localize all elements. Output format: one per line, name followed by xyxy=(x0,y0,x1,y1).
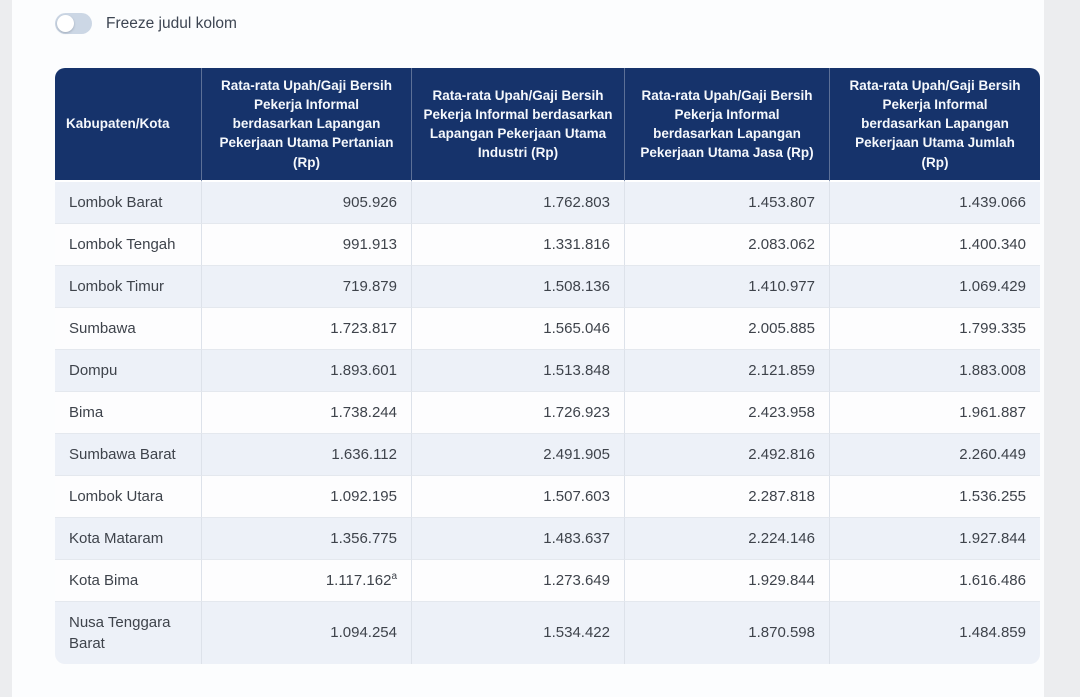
value-cell: 1.439.066 xyxy=(830,181,1040,224)
table-row: Lombok Timur 719.879 1.508.136 1.410.977 1.0… xyxy=(55,265,1040,308)
region-cell: Nusa Tenggara Barat xyxy=(55,601,202,664)
freeze-toggle-row: Freeze judul kolom xyxy=(55,13,237,34)
region-cell: Lombok Utara xyxy=(55,475,202,518)
table-body: Lombok Barat 905.926 1.762.803 1.453.807 1.4… xyxy=(55,181,1040,664)
value-cell: 1.534.422 xyxy=(412,601,625,664)
table-row: Lombok Utara 1.092.195 1.507.603 2.287.818 1… xyxy=(55,475,1040,518)
value-cell: 719.879 xyxy=(202,265,412,308)
value-cell: 991.913 xyxy=(202,223,412,266)
column-header: Rata-rata Upah/Gaji Bersih Pekerja Infor… xyxy=(625,68,830,182)
table-row: Bima 1.738.244 1.726.923 2.423.958 1.961.887 xyxy=(55,391,1040,434)
toggle-knob xyxy=(57,15,74,32)
column-header: Rata-rata Upah/Gaji Bersih Pekerja Infor… xyxy=(412,68,625,182)
value-cell: 1.117.162a xyxy=(202,559,412,602)
value-cell: 1.929.844 xyxy=(625,559,830,602)
freeze-columns-label: Freeze judul kolom xyxy=(106,14,237,32)
region-cell: Lombok Barat xyxy=(55,181,202,224)
value-cell: 1.069.429 xyxy=(830,265,1040,308)
table-row: Nusa Tenggara Barat 1.094.254 1.534.422 1.8… xyxy=(55,601,1040,664)
data-table-container: Kabupaten/Kota Rata-rata Upah/Gaji Bersih… xyxy=(55,68,1040,664)
table-row: Sumbawa 1.723.817 1.565.046 2.005.885 1.799.… xyxy=(55,307,1040,350)
value-cell: 1.092.195 xyxy=(202,475,412,518)
value-cell: 1.893.601 xyxy=(202,349,412,392)
value-cell: 1.961.887 xyxy=(830,391,1040,434)
table-row: Dompu 1.893.601 1.513.848 2.121.859 1.883.00… xyxy=(55,349,1040,392)
value-cell: 1.484.859 xyxy=(830,601,1040,664)
value-cell: 1.453.807 xyxy=(625,181,830,224)
value-cell: 2.287.818 xyxy=(625,475,830,518)
region-cell: Kota Bima xyxy=(55,559,202,602)
region-cell: Dompu xyxy=(55,349,202,392)
table-row: Sumbawa Barat 1.636.112 2.491.905 2.492.816… xyxy=(55,433,1040,476)
region-cell: Bima xyxy=(55,391,202,434)
value-cell: 1.738.244 xyxy=(202,391,412,434)
column-header-region: Kabupaten/Kota xyxy=(55,68,202,182)
value-cell: 1.616.486 xyxy=(830,559,1040,602)
region-cell: Sumbawa Barat xyxy=(55,433,202,476)
value-cell: 1.400.340 xyxy=(830,223,1040,266)
region-cell: Kota Mataram xyxy=(55,517,202,560)
value-cell: 1.762.803 xyxy=(412,181,625,224)
value-cell: 1.636.112 xyxy=(202,433,412,476)
value-cell: 905.926 xyxy=(202,181,412,224)
value-cell: 2.005.885 xyxy=(625,307,830,350)
value-cell: 1.883.008 xyxy=(830,349,1040,392)
freeze-columns-toggle[interactable] xyxy=(55,13,92,34)
value-cell: 2.260.449 xyxy=(830,433,1040,476)
value-cell: 1.927.844 xyxy=(830,517,1040,560)
value-cell: 1.565.046 xyxy=(412,307,625,350)
content-card: Freeze judul kolom Kabupaten/Kota Rata-ra… xyxy=(12,0,1044,697)
value-cell: 1.094.254 xyxy=(202,601,412,664)
value-cell: 1.726.923 xyxy=(412,391,625,434)
table-row: Kota Mataram 1.356.775 1.483.637 2.224.146 1… xyxy=(55,517,1040,560)
value-cell: 1.331.816 xyxy=(412,223,625,266)
column-header: Rata-rata Upah/Gaji Bersih Pekerja Infor… xyxy=(202,68,412,182)
value-cell: 2.492.816 xyxy=(625,433,830,476)
value-cell: 2.224.146 xyxy=(625,517,830,560)
value-cell: 1.483.637 xyxy=(412,517,625,560)
table-row: Kota Bima 1.117.162a 1.273.649 1.929.844 1.6… xyxy=(55,559,1040,602)
data-table: Kabupaten/Kota Rata-rata Upah/Gaji Bersih… xyxy=(55,68,1040,664)
value-cell: 1.799.335 xyxy=(830,307,1040,350)
value-cell: 1.870.598 xyxy=(625,601,830,664)
footnote-marker: a xyxy=(391,570,397,582)
value-cell: 1.273.649 xyxy=(412,559,625,602)
value-cell: 1.507.603 xyxy=(412,475,625,518)
region-cell: Sumbawa xyxy=(55,307,202,350)
value-cell: 2.121.859 xyxy=(625,349,830,392)
region-cell: Lombok Timur xyxy=(55,265,202,308)
value-cell: 2.491.905 xyxy=(412,433,625,476)
value-cell: 1.356.775 xyxy=(202,517,412,560)
table-row: Lombok Barat 905.926 1.762.803 1.453.807 1.4… xyxy=(55,181,1040,224)
value-cell: 1.723.817 xyxy=(202,307,412,350)
value-cell: 2.423.958 xyxy=(625,391,830,434)
value-cell: 1.410.977 xyxy=(625,265,830,308)
region-cell: Lombok Tengah xyxy=(55,223,202,266)
value-cell: 1.536.255 xyxy=(830,475,1040,518)
header-row: Kabupaten/Kota Rata-rata Upah/Gaji Bersih… xyxy=(55,68,1040,182)
table-row: Lombok Tengah 991.913 1.331.816 2.083.062 1.… xyxy=(55,223,1040,266)
column-header: Rata-rata Upah/Gaji Bersih Pekerja Infor… xyxy=(830,68,1040,182)
value-cell: 2.083.062 xyxy=(625,223,830,266)
value-cell: 1.508.136 xyxy=(412,265,625,308)
value-cell: 1.513.848 xyxy=(412,349,625,392)
